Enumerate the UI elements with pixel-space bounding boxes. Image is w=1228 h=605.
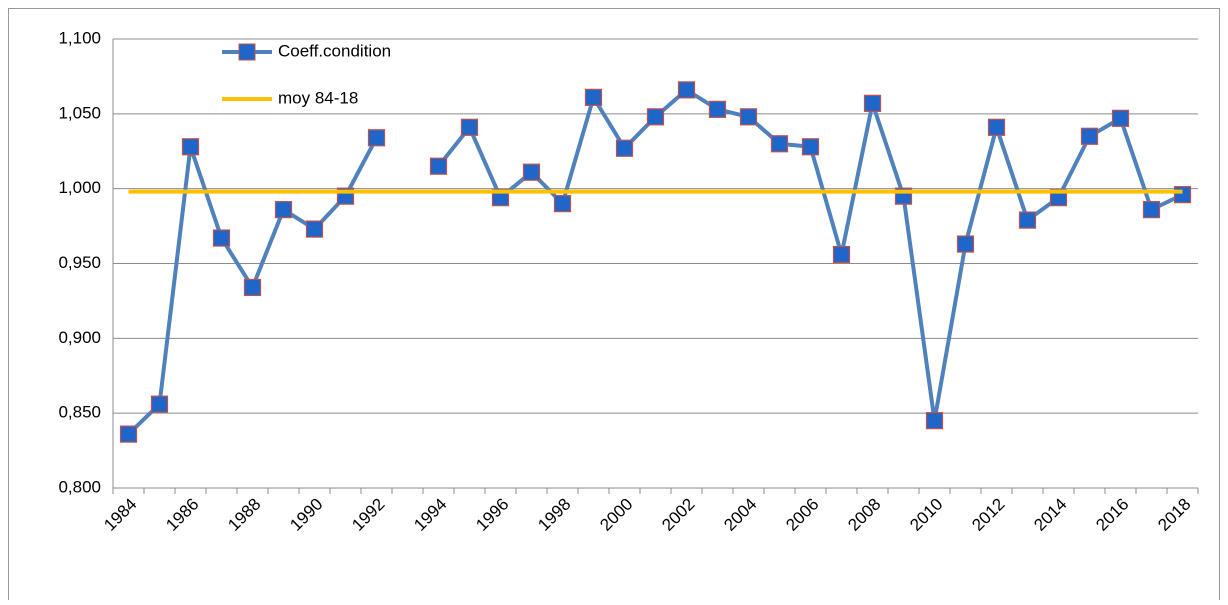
y-tick-label: 1,050 xyxy=(58,103,101,122)
marker xyxy=(119,425,138,443)
marker xyxy=(305,220,324,238)
marker xyxy=(150,395,169,413)
marker xyxy=(553,195,572,213)
legend-label: moy 84-18 xyxy=(278,88,358,107)
y-tick-label: 0,850 xyxy=(58,403,101,422)
chart-frame xyxy=(8,8,1220,605)
marker xyxy=(739,108,758,126)
marker xyxy=(615,139,634,157)
marker xyxy=(925,412,944,430)
marker xyxy=(1018,211,1037,229)
marker xyxy=(832,245,851,264)
marker xyxy=(646,108,665,126)
marker xyxy=(708,100,727,118)
marker xyxy=(801,138,820,156)
y-tick-label: 0,950 xyxy=(58,253,101,272)
marker xyxy=(522,163,541,181)
marker xyxy=(181,138,200,156)
marker xyxy=(1142,201,1161,219)
marker xyxy=(1080,127,1099,145)
marker xyxy=(770,135,789,153)
marker xyxy=(243,278,262,297)
legend-label: Coeff.condition xyxy=(278,41,391,60)
marker xyxy=(460,118,479,136)
y-tick-label: 0,900 xyxy=(58,328,101,347)
marker xyxy=(863,94,882,112)
marker xyxy=(1111,109,1130,127)
marker xyxy=(367,129,386,147)
marker xyxy=(956,235,975,253)
marker xyxy=(274,201,293,219)
marker xyxy=(584,88,603,106)
marker xyxy=(212,229,231,247)
y-tick-label: 0,800 xyxy=(58,477,101,496)
legend-marker xyxy=(238,43,256,61)
marker xyxy=(677,81,696,99)
marker xyxy=(1173,186,1192,204)
marker xyxy=(987,118,1006,136)
y-tick-label: 1,100 xyxy=(58,28,101,47)
marker xyxy=(429,157,448,175)
y-tick-label: 1,000 xyxy=(58,178,101,197)
